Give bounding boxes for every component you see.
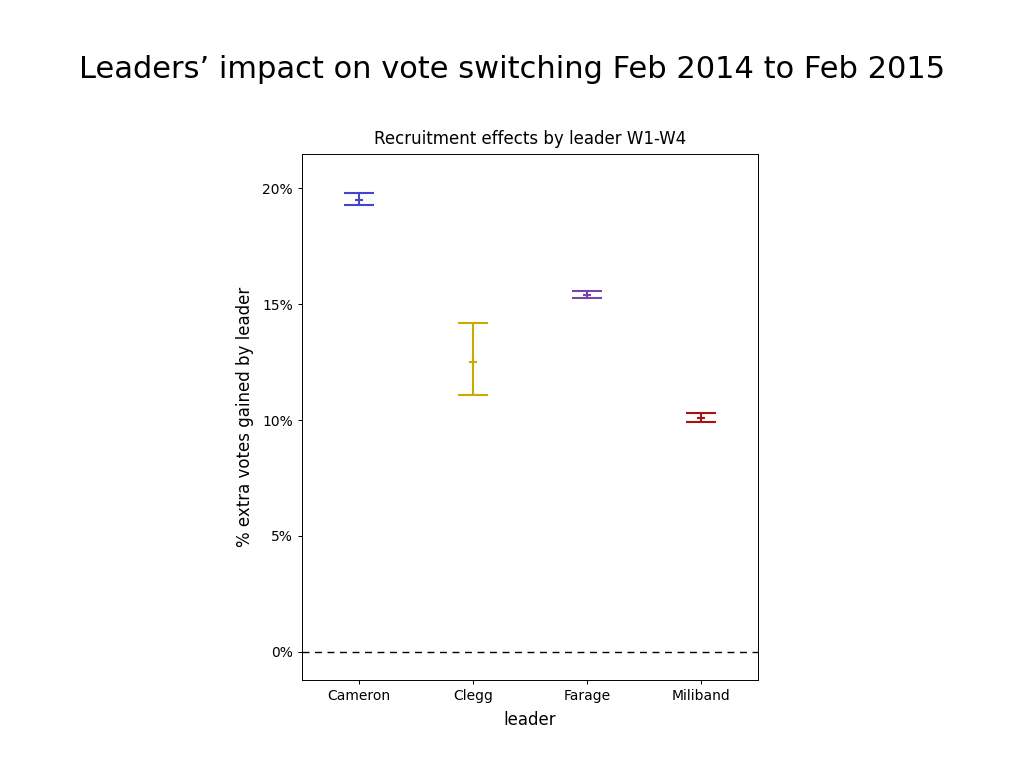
Y-axis label: % extra votes gained by leader: % extra votes gained by leader [236,286,254,547]
Title: Recruitment effects by leader W1-W4: Recruitment effects by leader W1-W4 [374,130,686,148]
Text: Leaders’ impact on vote switching Feb 2014 to Feb 2015: Leaders’ impact on vote switching Feb 20… [79,55,945,84]
X-axis label: leader: leader [504,711,556,729]
